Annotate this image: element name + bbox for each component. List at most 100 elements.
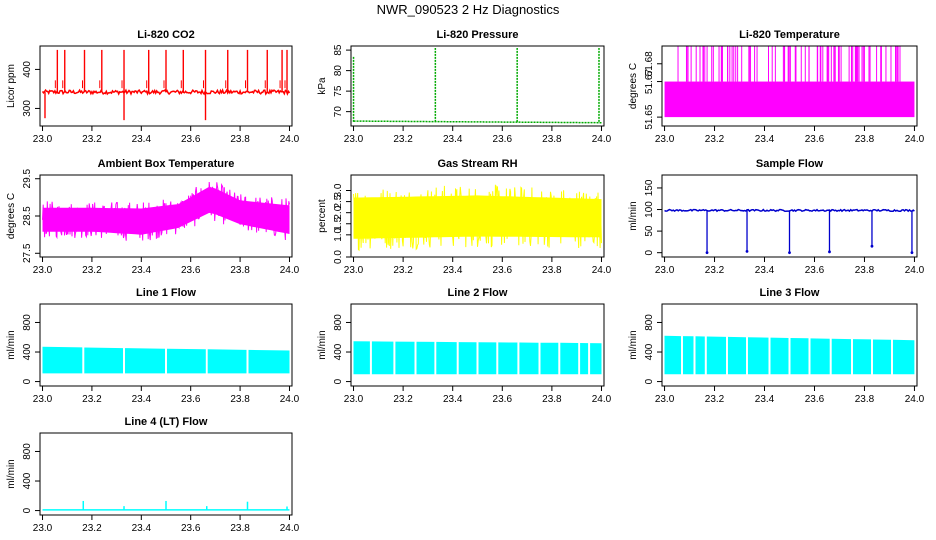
panel-title: Ambient Box Temperature <box>98 158 235 170</box>
flow-dip-point <box>745 249 749 253</box>
x-tick-label: 23.4 <box>443 265 463 276</box>
series-7 <box>42 346 290 374</box>
x-tick-label: 23.2 <box>705 394 725 405</box>
y-tick-label: 51.67 <box>644 69 655 94</box>
flow-segment <box>436 341 457 375</box>
panel-title: Li-820 Temperature <box>739 29 840 41</box>
flow-segment <box>498 342 518 375</box>
noise-core <box>353 195 602 239</box>
flow-segment <box>353 341 370 375</box>
x-tick-label: 23.2 <box>393 134 413 145</box>
x-tick-label: 23.4 <box>755 134 775 145</box>
flow-segment <box>560 342 579 375</box>
x-tick-label: 24.0 <box>280 394 300 405</box>
y-tick-label: 0 <box>644 378 655 384</box>
flow-segment <box>810 338 830 375</box>
panel-5: Gas Stream RH 23.0 23.2 23.4 23.6 23.8 24.0 0.0… <box>317 158 612 276</box>
series-1 <box>41 49 291 121</box>
panel-title: Line 1 Flow <box>136 287 196 299</box>
pressure-baseline <box>353 120 602 124</box>
x-tick-label: 23.0 <box>33 134 53 145</box>
flow-segment <box>770 337 789 375</box>
x-tick-label: 24.0 <box>280 265 300 276</box>
flow-segment <box>590 343 602 375</box>
flow-segment <box>167 348 206 374</box>
x-tick-label: 23.6 <box>181 134 201 145</box>
flow-segment <box>790 338 809 375</box>
flow-segment <box>125 348 165 374</box>
y-tick-label: 800 <box>22 443 33 460</box>
x-tick-label: 24.0 <box>280 134 300 145</box>
x-tick-label: 24.0 <box>592 134 612 145</box>
y-tick-label: 100 <box>644 201 655 218</box>
panel-title: Line 4 (LT) Flow <box>125 416 208 428</box>
x-tick-label: 23.0 <box>655 394 675 405</box>
flow-segment <box>42 346 83 374</box>
flow-segment <box>893 339 915 375</box>
flow-segment <box>728 336 746 375</box>
series-10 <box>42 500 290 511</box>
panel-9: Line 3 Flow 23.0 23.2 23.4 23.6 23.8 24.0 0 400 8… <box>628 287 925 405</box>
x-tick-label: 23.4 <box>132 265 152 276</box>
x-tick-label: 24.0 <box>592 265 612 276</box>
y-tick-label: 27.5 <box>22 243 33 263</box>
y-axis-label: ml/min <box>628 330 639 359</box>
y-tick-label: 51.68 <box>644 51 655 76</box>
x-tick-label: 23.2 <box>82 523 102 534</box>
x-tick-label: 24.0 <box>592 394 612 405</box>
x-tick-label: 23.0 <box>344 134 364 145</box>
x-tick-label: 23.0 <box>344 265 364 276</box>
plot-box <box>39 303 293 387</box>
flow-segment <box>395 341 415 375</box>
flow-segment <box>371 341 394 375</box>
x-tick-label: 23.2 <box>393 394 413 405</box>
y-axis-label: ml/min <box>317 330 328 359</box>
x-tick-label: 23.6 <box>805 394 825 405</box>
y-axis-label: ml/min <box>6 459 17 488</box>
panel-7: Line 1 Flow 23.0 23.2 23.4 23.6 23.8 24.0 0 400 8… <box>6 287 300 405</box>
y-tick-label: 2.0 <box>333 205 344 219</box>
x-tick-label: 23.8 <box>855 394 875 405</box>
y-tick-label: 0.0 <box>333 250 344 264</box>
x-tick-label: 23.2 <box>705 265 725 276</box>
y-axis-label: degrees C <box>628 63 639 109</box>
plot-box <box>39 432 293 516</box>
y-tick-label: 2.5 <box>333 194 344 208</box>
y-tick-label: 29.5 <box>22 169 33 189</box>
y-tick-label: 400 <box>333 343 344 360</box>
x-tick-label: 23.0 <box>344 394 364 405</box>
x-tick-label: 24.0 <box>905 265 925 276</box>
x-tick-label: 23.0 <box>33 523 53 534</box>
panel-title: Line 2 Flow <box>448 287 508 299</box>
y-axis-label: degrees C <box>6 193 17 239</box>
flow-segment <box>84 347 123 374</box>
x-tick-label: 23.8 <box>855 134 875 145</box>
x-tick-label: 24.0 <box>905 134 925 145</box>
flow-segment <box>873 339 891 375</box>
y-tick-label: 85 <box>333 44 344 56</box>
y-tick-label: 1.0 <box>333 227 344 241</box>
y-tick-label: 50 <box>644 225 655 237</box>
flow-dip-point <box>910 251 914 255</box>
y-tick-label: 70 <box>333 106 344 118</box>
y-tick-label: 0 <box>644 249 655 255</box>
x-tick-label: 23.8 <box>542 134 562 145</box>
x-tick-label: 23.8 <box>230 394 250 405</box>
flow-segment <box>207 349 247 374</box>
y-axis-label: ml/min <box>628 201 639 230</box>
panel-title: Li-820 Pressure <box>437 29 519 41</box>
flow-segment <box>706 336 726 375</box>
flow-dip-point <box>788 251 791 255</box>
flow-segment <box>458 342 477 375</box>
flow-segment <box>853 339 871 375</box>
y-tick-label: 51.65 <box>644 104 655 129</box>
y-tick-label: 800 <box>333 314 344 331</box>
x-tick-label: 23.6 <box>181 394 201 405</box>
y-tick-label: 3.0 <box>333 183 344 197</box>
panel-title: Sample Flow <box>756 158 824 170</box>
x-tick-label: 23.2 <box>82 394 102 405</box>
x-tick-label: 23.6 <box>181 523 201 534</box>
x-tick-label: 23.4 <box>443 394 463 405</box>
series-2 <box>352 48 602 124</box>
